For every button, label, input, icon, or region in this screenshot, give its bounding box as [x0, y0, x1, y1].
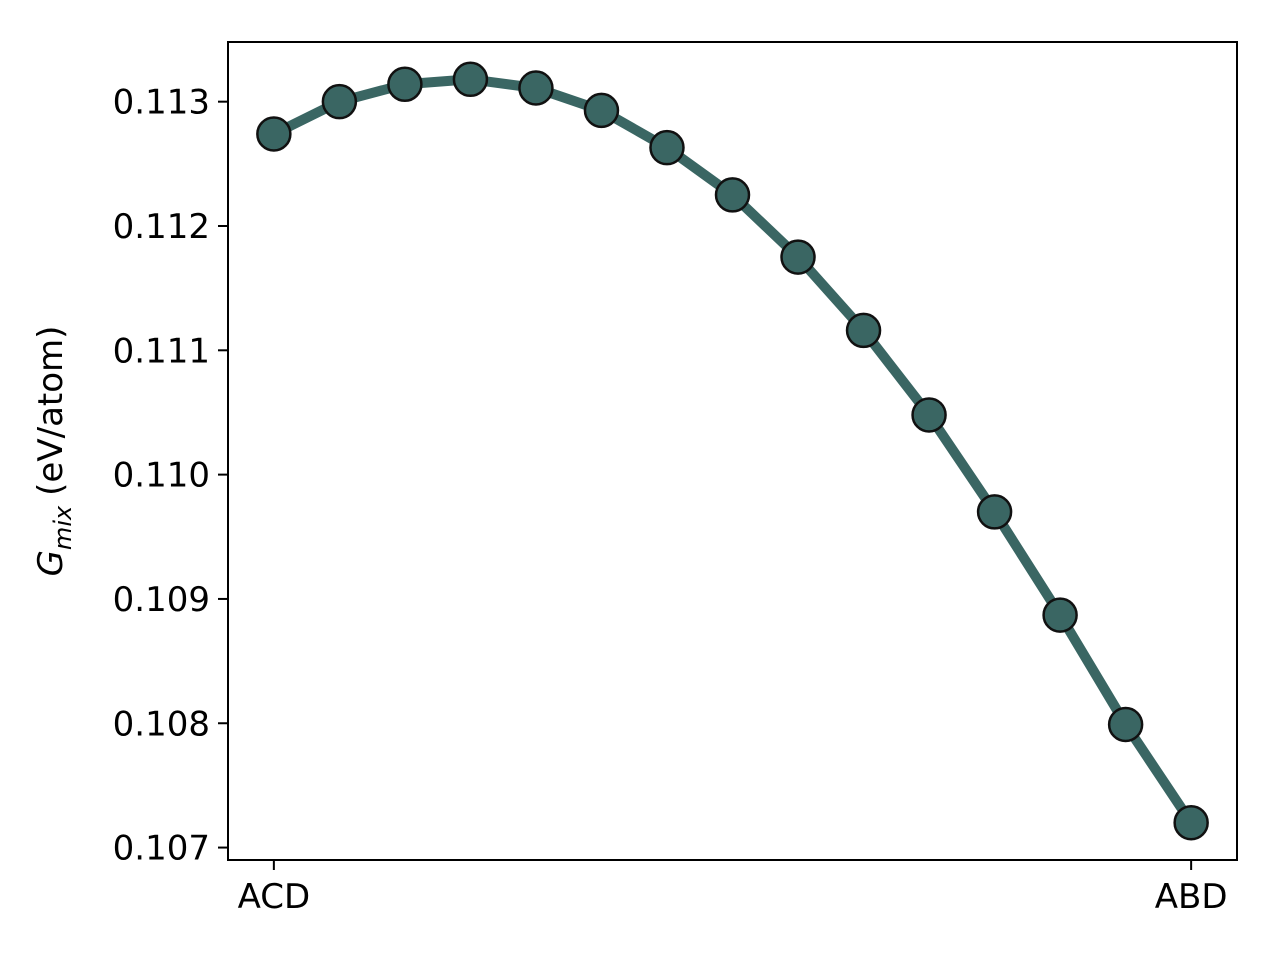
- data-point: [780, 239, 816, 275]
- data-point: [976, 494, 1013, 530]
- y-tick-label: 0.108: [113, 704, 210, 744]
- plot-layer: [256, 61, 1209, 841]
- x-tick-label: ABD: [1155, 877, 1228, 917]
- plot-frame: [227, 41, 1238, 861]
- data-point: [321, 83, 358, 120]
- y-axis-label-unit: (eV/atom): [31, 326, 71, 496]
- y-axis-label: Gmix (eV/atom): [31, 326, 77, 577]
- data-point: [1107, 706, 1144, 743]
- y-tick-label: 0.109: [113, 580, 210, 620]
- data-point: [256, 116, 292, 152]
- data-point: [845, 312, 882, 349]
- y-tick-label: 0.112: [113, 207, 210, 247]
- y-tick-label: 0.110: [113, 456, 210, 496]
- x-axis: ACD ABD: [238, 860, 1228, 917]
- y-axis: 0.107 0.108 0.109 0.110 0.111 0.112 0.113: [113, 83, 228, 869]
- y-tick-label: 0.111: [113, 331, 210, 371]
- data-point: [387, 66, 423, 103]
- y-tick-label: 0.107: [113, 829, 210, 869]
- x-tick-label: ACD: [238, 877, 311, 917]
- data-point: [452, 61, 489, 98]
- y-tick-label: 0.113: [113, 83, 210, 123]
- data-point: [583, 92, 620, 129]
- data-point: [518, 70, 554, 106]
- data-point: [649, 129, 685, 166]
- data-point: [714, 177, 751, 213]
- data-point: [1042, 597, 1078, 633]
- data-point: [1173, 804, 1209, 841]
- data-point: [911, 397, 947, 433]
- y-axis-label-subscript: mix: [49, 505, 77, 550]
- y-axis-label-symbol: G: [31, 550, 71, 576]
